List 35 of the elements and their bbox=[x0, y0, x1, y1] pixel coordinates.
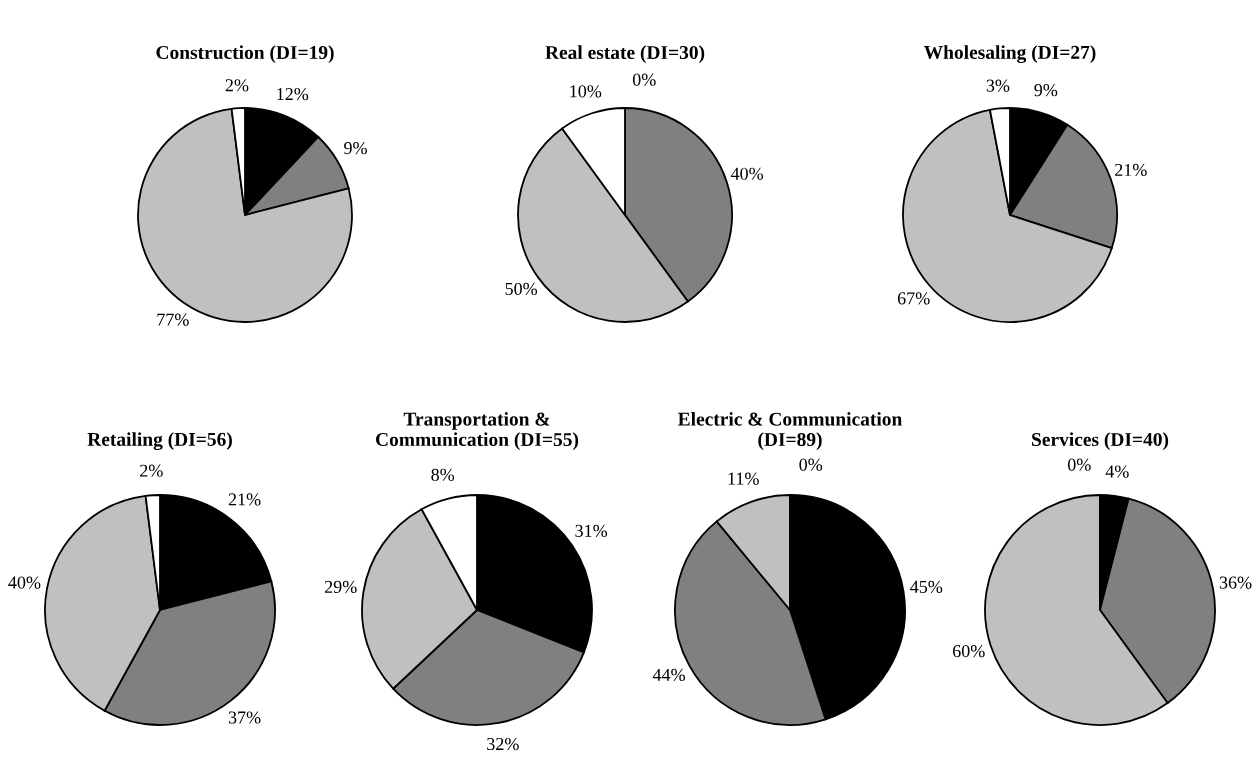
data-label: 2% bbox=[140, 464, 163, 477]
data-label: 40% bbox=[8, 576, 41, 589]
data-label: 44% bbox=[652, 668, 685, 682]
chart-title: Electric & Communication (DI=89) bbox=[678, 412, 903, 450]
text: 0% bbox=[799, 458, 823, 471]
data-label: 3% bbox=[986, 79, 1010, 92]
data-label: 37% bbox=[228, 711, 261, 724]
data-label: 31% bbox=[575, 524, 608, 538]
data-label: 21% bbox=[1115, 163, 1147, 177]
data-label: 9% bbox=[1034, 84, 1058, 97]
data-label: 12% bbox=[277, 87, 309, 101]
text: 0% bbox=[632, 73, 656, 86]
data-label: 8% bbox=[431, 468, 455, 481]
data-label: 29% bbox=[324, 580, 357, 593]
data-label: 50% bbox=[505, 282, 538, 296]
data-label: 60% bbox=[952, 644, 985, 658]
data-label: 21% bbox=[228, 493, 261, 506]
data-label: 9% bbox=[344, 141, 367, 155]
data-label: 32% bbox=[487, 737, 519, 751]
data-label: 45% bbox=[910, 580, 943, 593]
chart-title: Real estate (DI=30) bbox=[545, 45, 705, 63]
chart-title: Transportation & Communication (DI=55) bbox=[376, 412, 579, 450]
chart-title: Services (DI=40) bbox=[1032, 432, 1169, 450]
text: 0% bbox=[1067, 458, 1091, 471]
chart-title: Retailing (DI=56) bbox=[87, 432, 232, 450]
data-label: 4% bbox=[1105, 465, 1129, 478]
data-label: 11% bbox=[728, 472, 759, 485]
data-label: 10% bbox=[570, 85, 602, 98]
data-label: 40% bbox=[730, 167, 764, 180]
data-label: 2% bbox=[225, 79, 249, 92]
data-label: 77% bbox=[157, 313, 189, 326]
data-label: 67% bbox=[897, 292, 930, 305]
chart-title: Construction (DI=19) bbox=[156, 45, 334, 63]
data-label: 36% bbox=[1219, 576, 1252, 589]
chart-title: Wholesaling (DI=27) bbox=[923, 45, 1096, 63]
